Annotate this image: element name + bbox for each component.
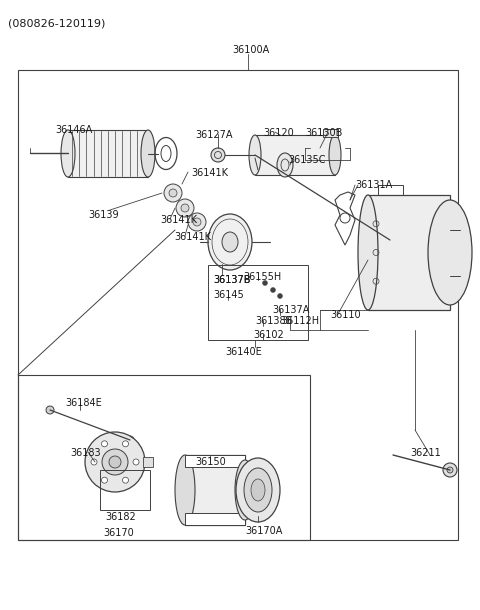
Bar (68, 130, 148, 177)
Bar (143, 457, 153, 467)
Ellipse shape (222, 232, 238, 252)
Circle shape (211, 148, 225, 162)
Text: 36120: 36120 (263, 128, 294, 138)
Bar (100, 470, 150, 510)
Bar (208, 265, 308, 340)
Ellipse shape (102, 449, 128, 475)
Circle shape (133, 459, 139, 465)
Bar (185, 513, 245, 525)
Text: 36138B: 36138B (255, 316, 292, 326)
Ellipse shape (61, 130, 75, 177)
Circle shape (126, 436, 134, 444)
Ellipse shape (251, 479, 265, 501)
Ellipse shape (85, 432, 145, 492)
Text: 36183: 36183 (70, 448, 101, 458)
Text: 36150: 36150 (195, 457, 226, 467)
Ellipse shape (141, 130, 155, 177)
Text: 36130B: 36130B (305, 128, 342, 138)
Text: 36170A: 36170A (245, 526, 282, 536)
Text: 36100A: 36100A (232, 45, 269, 55)
Text: 36137A: 36137A (272, 305, 310, 315)
Text: 36182: 36182 (105, 512, 136, 522)
Circle shape (122, 477, 129, 483)
Bar (323, 129, 338, 137)
Ellipse shape (329, 135, 341, 175)
Circle shape (164, 184, 182, 202)
Ellipse shape (235, 460, 255, 520)
Circle shape (188, 213, 206, 231)
Text: 36137B: 36137B (213, 275, 251, 285)
Bar (368, 195, 450, 310)
Circle shape (109, 456, 121, 468)
Bar (185, 455, 245, 467)
Bar (18, 375, 310, 540)
Circle shape (263, 281, 267, 285)
Circle shape (447, 467, 453, 473)
Circle shape (277, 293, 283, 298)
Circle shape (122, 441, 129, 447)
Text: 36127A: 36127A (195, 130, 232, 140)
Text: 36184E: 36184E (65, 398, 102, 408)
Text: 36102: 36102 (253, 330, 284, 340)
Text: 36211: 36211 (410, 448, 441, 458)
Circle shape (91, 459, 97, 465)
Circle shape (443, 463, 457, 477)
Text: 36137B: 36137B (213, 275, 251, 285)
Text: (080826-120119): (080826-120119) (8, 18, 106, 28)
Bar (378, 185, 403, 195)
Ellipse shape (428, 200, 472, 305)
Circle shape (193, 218, 201, 226)
Ellipse shape (277, 153, 293, 177)
Bar (185, 455, 245, 525)
Bar (255, 135, 335, 175)
Text: 36139: 36139 (88, 210, 119, 220)
Bar (18, 70, 458, 540)
Ellipse shape (208, 214, 252, 270)
Ellipse shape (358, 195, 378, 310)
Circle shape (169, 189, 177, 197)
Text: 36141K: 36141K (191, 168, 228, 178)
Ellipse shape (236, 458, 280, 522)
Circle shape (271, 287, 276, 293)
Text: 36146A: 36146A (55, 125, 92, 135)
Text: 36131A: 36131A (355, 180, 392, 190)
Circle shape (181, 204, 189, 212)
Text: 36145: 36145 (213, 290, 244, 300)
Ellipse shape (175, 455, 195, 525)
Text: 36170: 36170 (103, 528, 134, 538)
Ellipse shape (249, 135, 261, 175)
Text: 36141K: 36141K (174, 232, 211, 242)
Circle shape (46, 406, 54, 414)
Text: 36140E: 36140E (225, 347, 262, 357)
Text: 36110: 36110 (330, 310, 360, 320)
Text: 36112H: 36112H (281, 316, 319, 326)
Ellipse shape (244, 468, 272, 512)
Circle shape (176, 199, 194, 217)
Text: 36141K: 36141K (160, 215, 197, 225)
Circle shape (101, 477, 108, 483)
Circle shape (101, 441, 108, 447)
Text: 36155H: 36155H (243, 272, 281, 282)
Text: 36135C: 36135C (288, 155, 325, 165)
